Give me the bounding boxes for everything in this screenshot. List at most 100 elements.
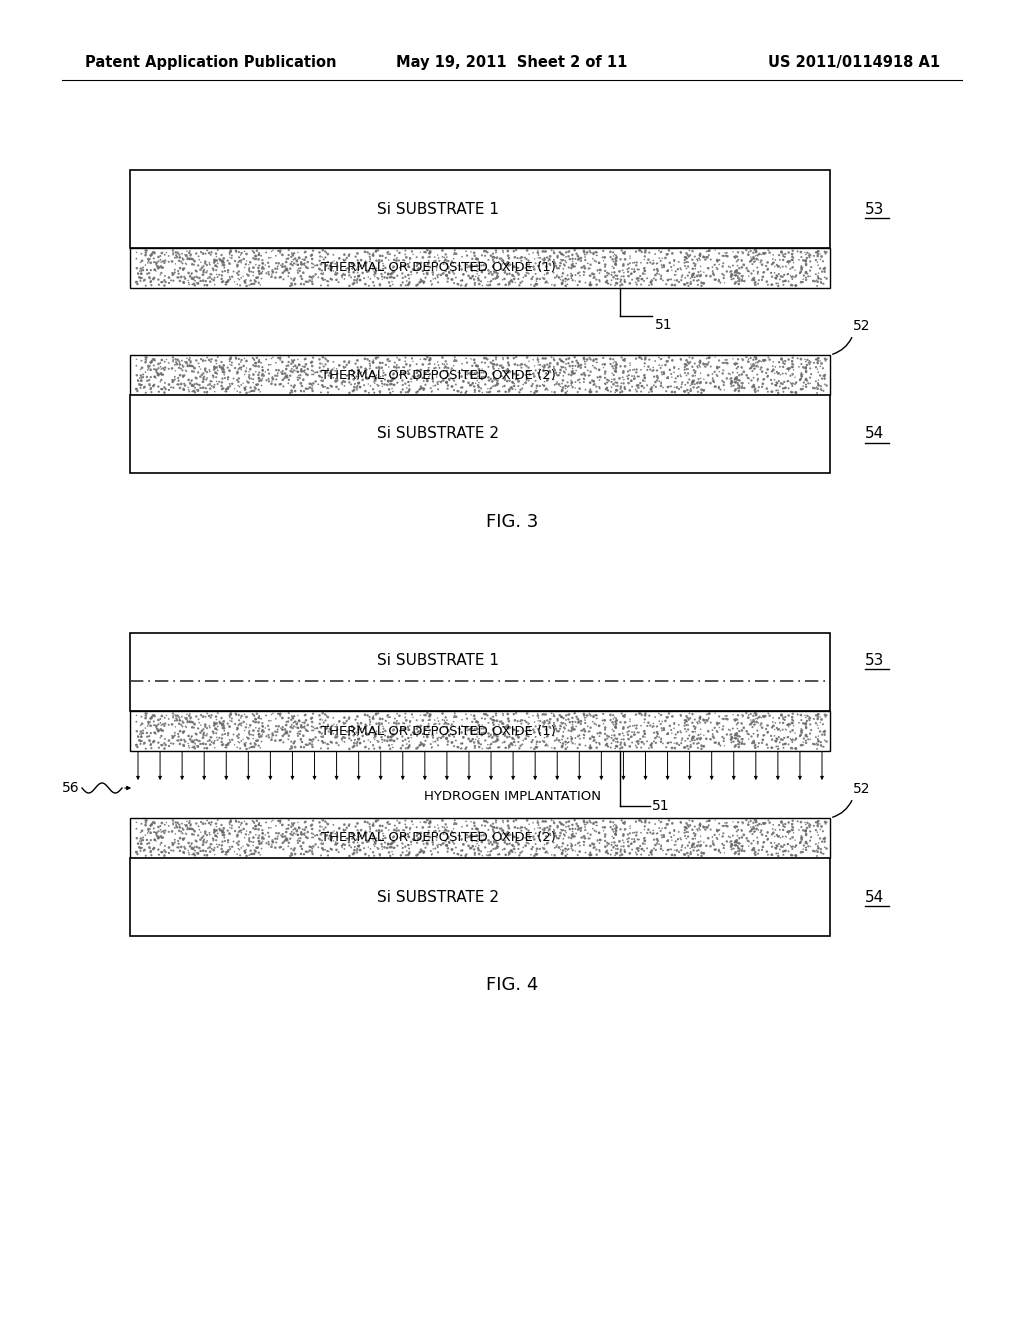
Point	[745, 837, 762, 858]
Point	[478, 381, 495, 403]
Point	[276, 261, 293, 282]
Point	[719, 812, 735, 833]
Point	[226, 734, 243, 755]
Point	[470, 838, 486, 859]
Point	[233, 730, 250, 751]
Point	[157, 383, 173, 404]
Point	[354, 370, 371, 391]
Point	[741, 251, 758, 272]
Point	[161, 267, 177, 288]
Point	[445, 351, 462, 372]
Point	[802, 358, 818, 379]
Point	[238, 824, 254, 845]
Point	[453, 840, 469, 861]
Point	[438, 354, 455, 375]
Point	[401, 719, 418, 741]
Point	[748, 705, 764, 726]
Point	[222, 809, 239, 830]
Point	[139, 263, 156, 284]
Point	[721, 719, 737, 741]
Point	[769, 265, 785, 286]
Point	[606, 368, 623, 389]
Point	[521, 813, 538, 834]
Point	[535, 248, 551, 269]
Point	[213, 244, 229, 265]
Point	[334, 374, 350, 395]
Point	[564, 834, 581, 855]
Point	[323, 366, 339, 387]
Point	[459, 826, 475, 847]
Point	[417, 255, 433, 276]
Point	[292, 257, 308, 279]
Point	[157, 822, 173, 843]
Point	[554, 356, 570, 378]
Point	[779, 251, 796, 272]
Point	[444, 832, 461, 853]
Point	[600, 380, 616, 401]
Point	[509, 257, 525, 279]
Point	[727, 830, 743, 851]
Point	[210, 253, 226, 275]
Point	[628, 718, 644, 739]
Point	[549, 727, 565, 748]
Point	[193, 829, 209, 850]
Point	[784, 249, 801, 271]
Point	[802, 354, 818, 375]
Point	[758, 718, 774, 739]
Point	[400, 273, 417, 294]
Point	[716, 709, 732, 730]
Point	[632, 704, 648, 725]
Point	[501, 817, 517, 838]
Point	[350, 826, 367, 847]
Point	[141, 708, 158, 729]
Point	[328, 725, 344, 746]
Point	[217, 260, 233, 281]
Point	[284, 350, 300, 371]
Point	[188, 350, 205, 371]
Point	[354, 833, 371, 854]
Point	[379, 375, 395, 396]
Point	[500, 822, 516, 843]
Point	[636, 364, 652, 385]
Point	[517, 247, 534, 268]
Point	[498, 275, 514, 296]
Point	[264, 264, 281, 285]
Point	[609, 729, 626, 750]
Point	[608, 713, 625, 734]
Point	[780, 705, 797, 726]
Bar	[130, 711, 830, 751]
Point	[730, 372, 746, 393]
Point	[572, 248, 589, 269]
Point	[369, 713, 385, 734]
Point	[244, 380, 260, 401]
Point	[705, 826, 721, 847]
Point	[133, 833, 150, 854]
Point	[454, 733, 470, 754]
Point	[178, 814, 195, 836]
Point	[779, 821, 796, 842]
Point	[680, 826, 696, 847]
Point	[298, 247, 314, 268]
Point	[153, 820, 169, 841]
Point	[128, 818, 144, 840]
Point	[596, 817, 612, 838]
Point	[447, 267, 464, 288]
Point	[365, 367, 381, 388]
Point	[345, 725, 361, 746]
Point	[378, 247, 394, 268]
Point	[297, 362, 313, 383]
Point	[436, 247, 453, 268]
Point	[775, 381, 792, 403]
Point	[542, 818, 558, 840]
Point	[637, 264, 653, 285]
Point	[401, 268, 418, 289]
Point	[199, 260, 215, 281]
Point	[583, 243, 599, 264]
Point	[305, 729, 322, 750]
Point	[765, 355, 781, 376]
Point	[716, 816, 732, 837]
Point	[163, 840, 179, 861]
Point	[649, 359, 666, 380]
Point	[336, 820, 352, 841]
Point	[542, 820, 558, 841]
